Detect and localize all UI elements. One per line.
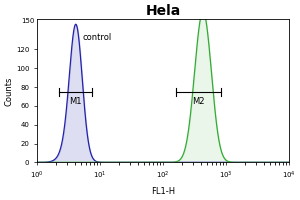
Title: Hela: Hela bbox=[146, 4, 181, 18]
X-axis label: FL1-H: FL1-H bbox=[151, 187, 175, 196]
Y-axis label: Counts: Counts bbox=[4, 76, 13, 106]
Text: M2: M2 bbox=[192, 97, 205, 106]
Text: M1: M1 bbox=[70, 97, 82, 106]
Text: 150: 150 bbox=[21, 18, 34, 24]
Text: control: control bbox=[82, 33, 112, 42]
